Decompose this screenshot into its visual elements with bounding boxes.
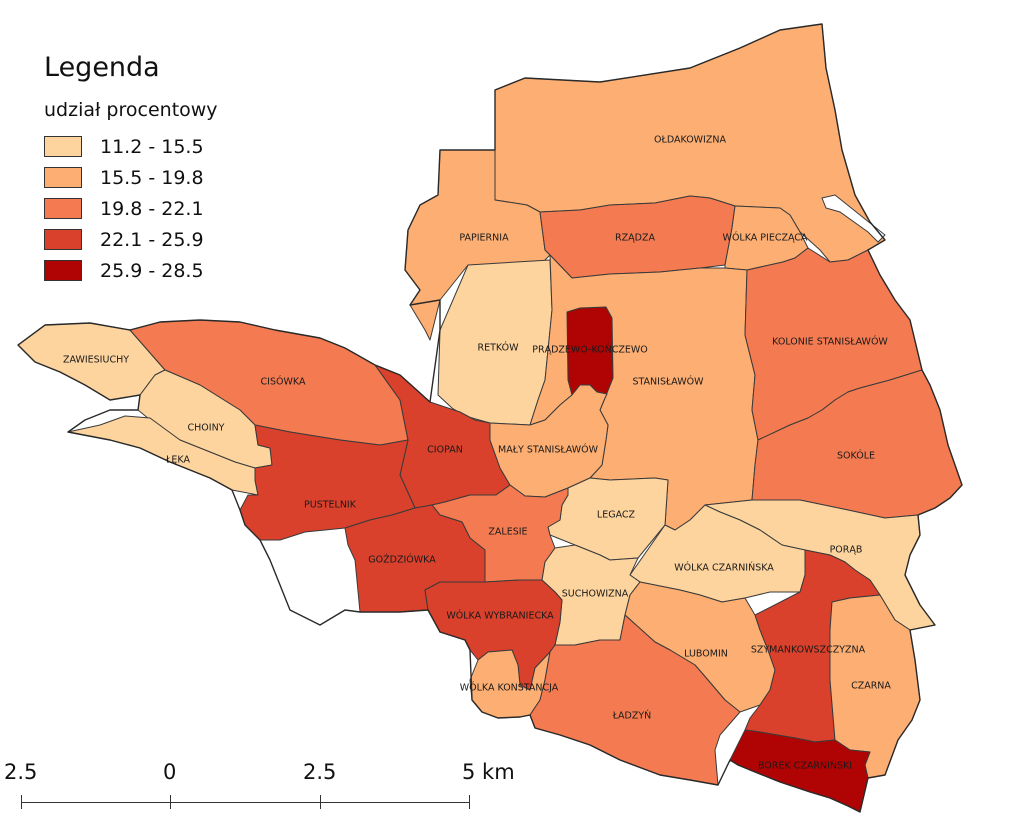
region-label: WÓLKA PIECZĄCA (723, 232, 808, 244)
scale-bar: 2.5 0 2.5 5 km (0, 760, 520, 820)
region-label: SOKÓLE (837, 450, 875, 462)
scale-line (21, 802, 470, 803)
scale-label: 2.5 (303, 760, 337, 784)
region-label: RZĄDZA (615, 233, 655, 244)
legend-swatch (44, 198, 82, 219)
region-label: STANISŁAWÓW (632, 376, 704, 388)
municipality-outline (17, 23, 963, 813)
scale-label: 2.5 (4, 760, 38, 784)
legend-swatch (44, 136, 82, 157)
region-label: WÓLKA KONSTANCJA (460, 682, 559, 694)
region-label: GOŹDZIÓWKA (368, 554, 436, 566)
scale-label: 5 km (462, 760, 515, 784)
legend-item: 19.8 - 22.1 (44, 193, 218, 224)
region-label: PORĄB (830, 545, 863, 556)
region-label: CIOPAN (427, 445, 463, 456)
scale-label: 0 (163, 760, 177, 784)
region-label: SZYMANKOWSZCZYZNA (751, 645, 866, 656)
region-label: CISÓWKA (261, 376, 306, 388)
legend-label: 19.8 - 22.1 (100, 197, 204, 220)
legend-item: 22.1 - 25.9 (44, 224, 218, 255)
water-inlet (821, 194, 886, 243)
region-label: WÓLKA CZARNIŃSKA (674, 562, 774, 574)
region-label: ŁĘKA (165, 455, 190, 466)
legend-swatch (44, 167, 82, 188)
region-label: CZARNA (851, 681, 891, 692)
legend-title: Legenda (44, 52, 160, 83)
region-label: ZALESIE (488, 527, 527, 538)
region-label: ZAWIESIUCHY (63, 355, 129, 366)
legend-label: 22.1 - 25.9 (100, 228, 204, 251)
legend-item: 15.5 - 19.8 (44, 162, 218, 193)
region-label: WÓLKA WYBRANIECKA (446, 610, 554, 622)
scale-tick (320, 795, 321, 809)
region-label: LUBOMIN (684, 649, 728, 660)
scale-tick (469, 795, 470, 809)
legend-label: 11.2 - 15.5 (100, 135, 204, 158)
legend-label: 15.5 - 19.8 (100, 166, 204, 189)
region-polygon (239, 424, 416, 541)
region-label: PRĄDZEWO-KOŃCZEWO (532, 344, 648, 356)
region-label: SUCHOWIZNA (562, 589, 629, 600)
region-label: PUSTELNIK (304, 500, 357, 511)
region-label: PAPIERNIA (459, 233, 509, 244)
region-label: LEGACZ (597, 510, 636, 521)
region-label: RETKÓW (478, 342, 520, 354)
region-label: MAŁY STANISŁAWÓW (498, 444, 599, 456)
legend: Legenda udział procentowy 11.2 - 15.5 15… (44, 52, 218, 286)
region-label: KOLONIE STANISŁAWÓW (772, 336, 888, 348)
legend-label: 25.9 - 28.5 (100, 259, 204, 282)
legend-swatch (44, 260, 82, 281)
legend-swatch (44, 229, 82, 250)
legend-item: 25.9 - 28.5 (44, 255, 218, 286)
scale-tick (170, 795, 171, 809)
region-label: OŁDAKOWIZNA (654, 135, 726, 146)
region-label: CHOINY (188, 423, 225, 434)
legend-subtitle: udział procentowy (44, 99, 218, 121)
legend-item: 11.2 - 15.5 (44, 131, 218, 162)
scale-tick (21, 795, 22, 809)
region-label: ŁADZYŃ (612, 710, 652, 722)
region-label: BOREK CZARNIŃSKI (758, 760, 852, 772)
